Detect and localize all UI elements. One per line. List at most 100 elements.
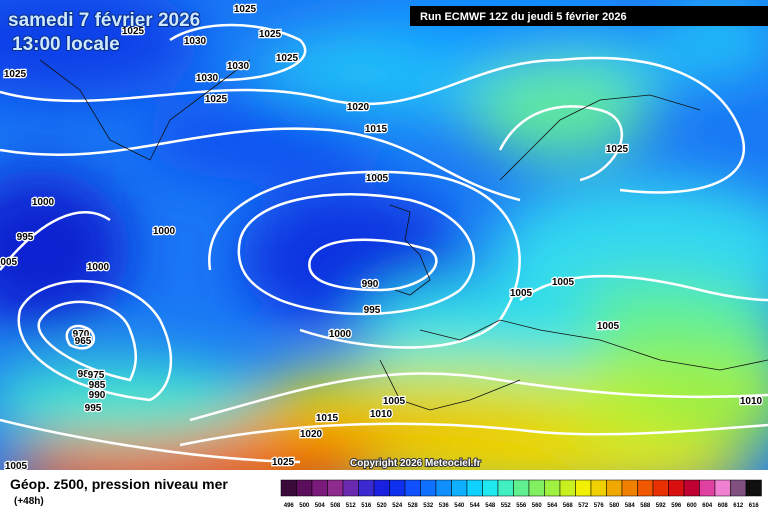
color-label: 496 [284,503,295,509]
isobar-label: 1025 [276,53,299,64]
color-label: 576 [594,503,605,509]
color-label: 564 [547,503,558,509]
isobar-label: 990 [362,279,379,290]
run: Run ECMWF 12Z du jeudi 5 février 2026 [420,11,627,23]
color-swatch [559,479,576,497]
color-label: 584 [625,503,636,509]
isobar-label: 1000 [329,329,352,340]
color-swatch [544,479,561,497]
color-label: 536 [439,503,450,509]
color-swatch [342,479,359,497]
copyright: Copyright 2026 Meteociel.fr [350,458,481,469]
color-label: 612 [733,503,744,509]
color-label: 516 [361,503,372,509]
color-label: 588 [640,503,651,509]
color-label: 524 [392,503,403,509]
color-swatch [513,479,530,497]
color-label: 548 [485,503,496,509]
isobar-label: 1005 [5,461,28,472]
isobar-label: 995 [364,305,381,316]
color-label: 520 [377,503,388,509]
color-swatch [590,479,607,497]
color-label: 616 [749,503,760,509]
color-swatch [466,479,483,497]
color-label: 568 [563,503,574,509]
color-swatch [528,479,545,497]
color-swatch [358,479,375,497]
isobar-label: 1025 [4,69,27,80]
isobar-label: 995 [17,232,34,243]
isobar-label: 1005 [0,257,18,268]
color-swatch [435,479,452,497]
isobar-label: 975 [88,370,105,381]
title: samedi 7 février 2026 [8,10,200,31]
isobar-label: 1025 [259,29,282,40]
color-label: 592 [656,503,667,509]
color-label: 580 [609,503,620,509]
color-swatch [714,479,731,497]
isobar-label: 1020 [300,429,323,440]
isobar-label: 995 [85,403,102,414]
isobar-label: 1010 [370,409,393,420]
isobar-label: 1015 [365,124,388,135]
isobar-label: 1030 [227,61,250,72]
legend-title: Géop. z500, pression niveau mer [10,476,228,492]
isobar-label: 980 [78,369,95,380]
isobar-label: 990 [89,390,106,401]
color-swatch [745,479,762,497]
isobar-label: 1005 [383,396,406,407]
color-swatch [683,479,700,497]
isobar-label: 965 [75,336,92,347]
color-swatch [621,479,638,497]
color-label: 540 [454,503,465,509]
color-label: 572 [578,503,589,509]
color-label: 544 [470,503,481,509]
isobar-label: 1025 [234,4,257,15]
lead: (+48h) [14,496,44,507]
isobar-label: 1030 [196,73,219,84]
isobar-label: 1000 [153,226,176,237]
color-swatch [637,479,654,497]
time: 13:00 locale [12,34,120,55]
isobar-label: 1000 [87,262,110,273]
color-label: 600 [687,503,698,509]
isobar-label: 1010 [740,396,763,407]
isobar-label: 1025 [272,457,295,468]
color-swatch [606,479,623,497]
color-label: 532 [423,503,434,509]
isobar-label: 1015 [316,413,339,424]
color-swatch [668,479,685,497]
color-swatch [497,479,514,497]
color-label: 528 [408,503,419,509]
color-label: 560 [532,503,543,509]
color-label: 596 [671,503,682,509]
isobar-label: 1030 [184,36,207,47]
isobar-label: 985 [89,380,106,391]
color-swatch [699,479,716,497]
color-swatch [652,479,669,497]
isobar-label: 1025 [205,94,228,105]
color-label: 552 [501,503,512,509]
isobar-label: 1005 [552,277,575,288]
color-swatch [327,479,344,497]
isobar-label: 1000 [32,197,55,208]
color-label: 608 [718,503,729,509]
color-swatch [373,479,390,497]
isobar-label: 1005 [510,288,533,299]
color-swatch [730,479,747,497]
color-swatch [311,479,328,497]
color-label: 504 [315,503,326,509]
color-label: 508 [330,503,341,509]
color-swatch [389,479,406,497]
isobar-label: 970 [73,329,90,340]
color-label: 556 [516,503,527,509]
color-swatch [575,479,592,497]
isobar-label: 1005 [597,321,620,332]
run-box [410,6,768,26]
isobar-label: 1025 [606,144,629,155]
color-swatch [280,479,297,497]
isobar-label: 1025 [122,26,145,37]
